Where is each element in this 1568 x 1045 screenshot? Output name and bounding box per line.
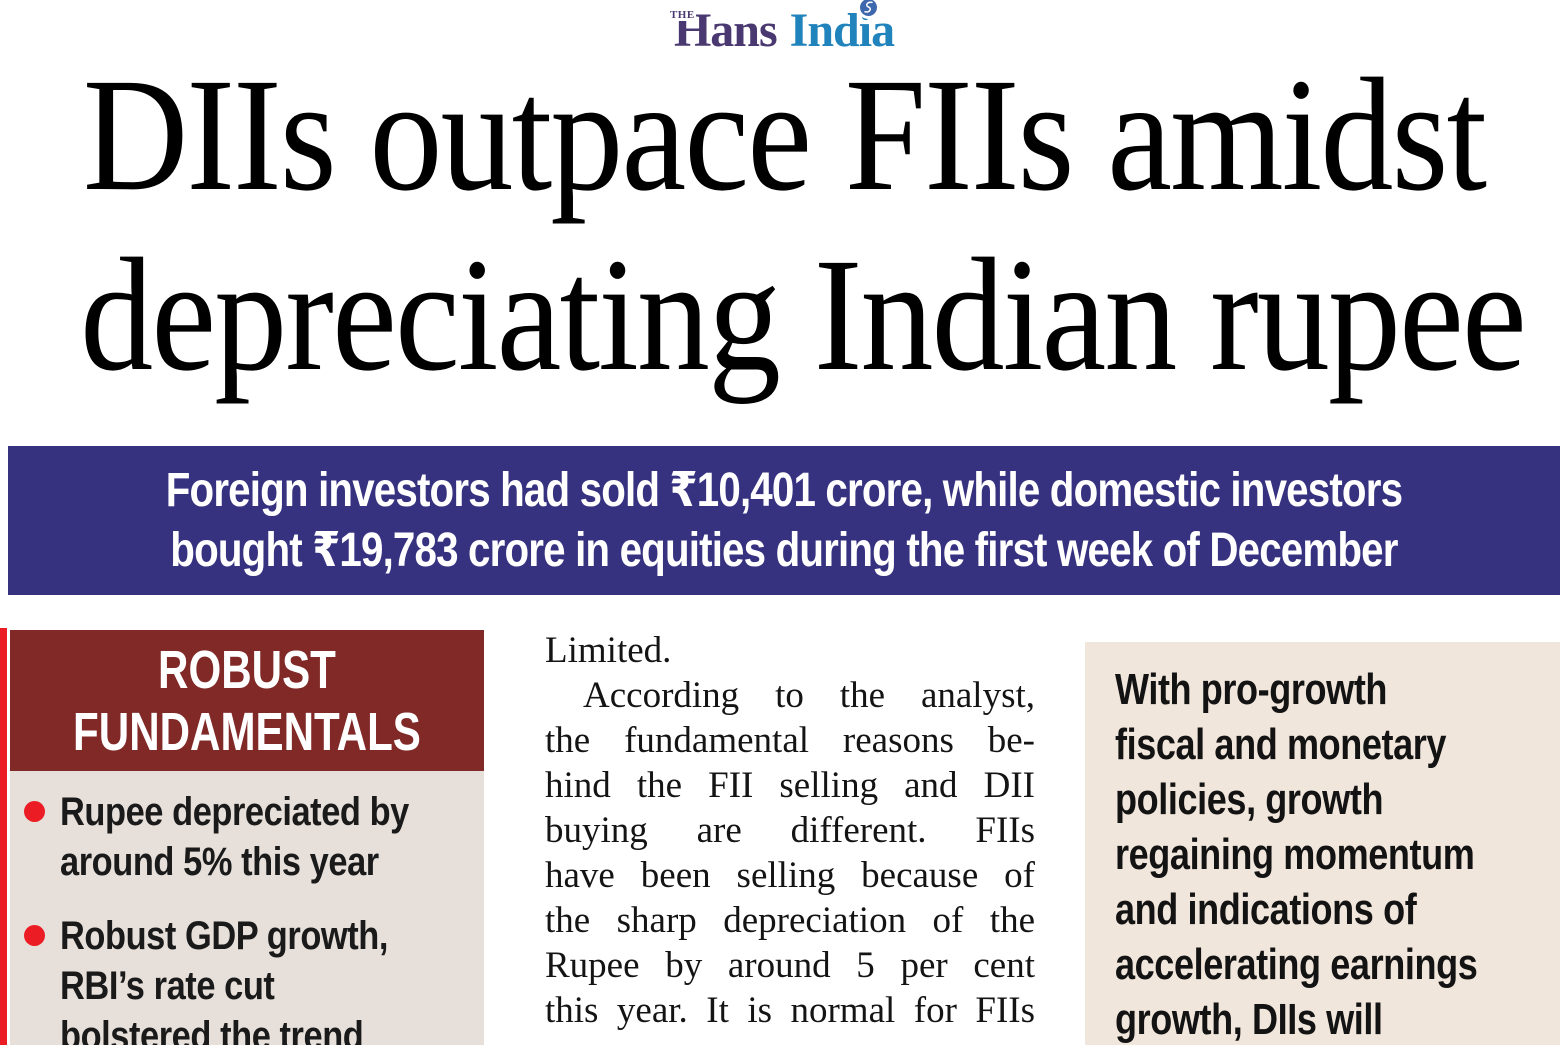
logo-india: India — [789, 0, 895, 57]
article-line: Limited. — [545, 630, 672, 671]
logo-the-label: THE — [668, 9, 696, 21]
article-column: Limited. According to the analyst, the f… — [545, 628, 1035, 1033]
article-line: hind the FII selling and DII — [545, 765, 1035, 806]
fundamentals-list: Rupee depreciated by around 5% this year… — [10, 771, 484, 1045]
bullet-text: Robust GDP growth, RBI’s rate cut bolste… — [60, 914, 388, 1045]
quote-box: With pro-growth fiscal and monetary poli… — [1085, 642, 1560, 1045]
article-line: this year. It is normal for FIIs — [545, 990, 1035, 1031]
bullet-text: Rupee depreciated by around 5% this year — [60, 790, 409, 884]
fundamentals-title: ROBUST FUNDAMENTALS — [73, 639, 421, 762]
globe-icon — [859, 0, 877, 16]
headline-line-2: depreciating Indian rupee — [80, 226, 1526, 405]
article-line: the fundamental reasons be- — [545, 720, 1035, 761]
article-line: have been selling because of — [545, 855, 1035, 896]
logo-hans: THE Hans — [668, 6, 778, 56]
subhead-banner: Foreign investors had sold ₹10,401 crore… — [8, 446, 1560, 595]
hans-india-logo: THE Hans India — [668, 0, 895, 57]
masthead: THE Hans India — [0, 0, 1568, 57]
article-line: buying are different. FIIs — [545, 810, 1035, 851]
list-item: Rupee depreciated by around 5% this year — [10, 787, 484, 887]
bullet-icon — [24, 925, 45, 946]
article-line: the sharp depreciation of the — [545, 900, 1035, 941]
headline: DIIs outpace FIIs amidst depreciating In… — [0, 46, 1568, 406]
article-line: Rupee by around 5 per cent — [545, 945, 1035, 986]
list-item: Robust GDP growth, RBI’s rate cut bolste… — [10, 911, 484, 1045]
subhead-text: Foreign investors had sold ₹10,401 crore… — [165, 463, 1403, 577]
article-line: According to the analyst, — [583, 675, 1035, 716]
bullet-icon — [24, 801, 45, 822]
logo-india-text: India — [789, 4, 895, 57]
left-accent-strip — [0, 628, 7, 1045]
quote-text: With pro-growth fiscal and monetary poli… — [1115, 665, 1478, 1044]
fundamentals-header: ROBUST FUNDAMENTALS — [10, 630, 484, 771]
headline-line-1: DIIs outpace FIIs amidst — [82, 46, 1487, 225]
